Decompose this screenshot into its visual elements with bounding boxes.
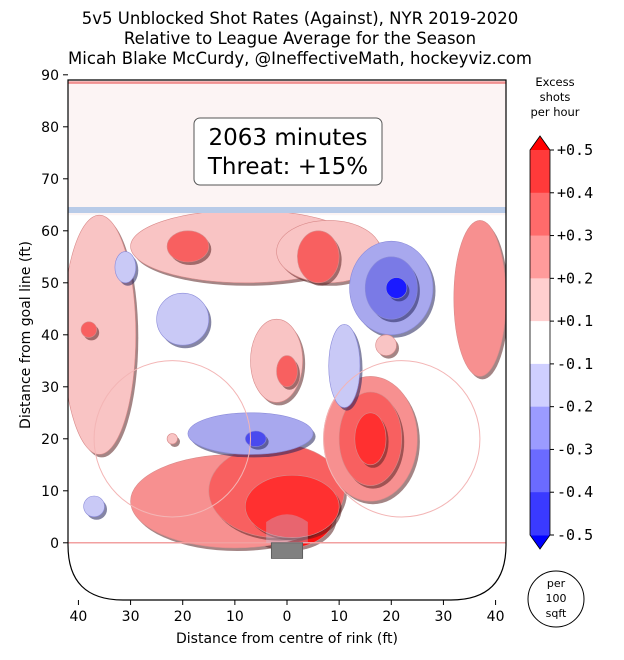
colorbar-tick-label: +0.2 (557, 269, 593, 287)
annotation-threat: Threat: +15% (207, 154, 368, 180)
goal-net (270, 542, 304, 559)
x-tick-label: 40 (70, 609, 88, 625)
faceoff-circle-right (323, 360, 481, 518)
x-tick-label: 20 (382, 609, 400, 625)
colorbar: Excess shots per hour +0.5 +0.4 +0.3 +0.2 +0… (527, 75, 593, 628)
y-tick-label: 40 (41, 328, 59, 344)
contour-blob-9 (166, 230, 212, 265)
chart-title-line-1: 5v5 Unblocked Shot Rates (Against), NYR … (82, 9, 518, 28)
colorbar-tick-label: -0.2 (557, 398, 593, 416)
x-axis-ticks: 40 30 20 10 0 10 20 30 40 (70, 600, 505, 625)
y-tick-label: 70 (41, 172, 59, 188)
y-tick-label: 20 (41, 432, 59, 448)
x-tick-label: 0 (283, 609, 292, 625)
y-tick-label: 50 (41, 276, 59, 292)
x-tick-label: 10 (330, 609, 348, 625)
y-axis-ticks: 0 10 20 30 40 50 60 70 80 90 (41, 68, 68, 552)
contour-blob-14 (276, 355, 300, 390)
x-axis-label: Distance from centre of rink (ft) (176, 631, 398, 647)
contour-blob-24 (375, 334, 400, 359)
y-axis-label: Distance from goal line (ft) (18, 241, 34, 429)
unit-line-3: sqft (546, 607, 567, 620)
contour-blob-3 (244, 474, 342, 541)
colorbar-tick-label: -0.4 (557, 483, 593, 501)
y-tick-label: 80 (41, 120, 59, 136)
colorbar-tick-label: -0.3 (557, 440, 593, 458)
colorbar-cell (530, 449, 550, 493)
colorbar-title-line-3: per hour (530, 105, 579, 119)
contour-blob-10 (297, 230, 342, 286)
colorbar-tick-label: +0.3 (557, 227, 593, 245)
colorbar-title-line-2: shots (540, 90, 571, 104)
colorbar-tick-label: +0.1 (557, 312, 593, 330)
colorbar-cell (530, 321, 550, 365)
contour-blob-22 (328, 324, 363, 411)
heatmap-contours (68, 80, 506, 551)
colorbar-cell (530, 150, 550, 194)
contour-blob-26 (166, 433, 181, 447)
contour-blob-12 (453, 220, 506, 380)
unit-circle (527, 570, 585, 628)
y-tick-label: 60 (41, 224, 59, 240)
contour-blob-6 (354, 412, 389, 468)
contour-blob-20 (156, 292, 212, 349)
goal-crease (266, 514, 308, 543)
x-tick-label: 10 (226, 609, 244, 625)
colorbar-cell (530, 363, 550, 408)
faceoff-circle-left (93, 360, 252, 518)
annotation-box: 2063 minutes Threat: +15% (193, 117, 383, 186)
x-tick-label: 30 (435, 609, 453, 625)
colorbar-bottom-arrow (530, 535, 550, 549)
chart-title-line-2: Relative to League Average for the Seaso… (124, 29, 476, 48)
unit-line-1: per (547, 577, 566, 590)
x-tick-label: 20 (174, 609, 192, 625)
x-tick-label: 40 (487, 609, 505, 625)
annotation-minutes: 2063 minutes (209, 125, 368, 151)
contour-blob-21 (114, 251, 139, 286)
rink-markings (67, 79, 507, 601)
unit-line-2: 100 (546, 592, 567, 605)
x-tick-label: 30 (122, 609, 140, 625)
colorbar-tick-label: +0.4 (557, 184, 593, 202)
chart-title-line-3: Micah Blake McCurdy, @IneffectiveMath, h… (68, 49, 532, 68)
y-tick-label: 10 (41, 484, 59, 500)
colorbar-tick-label: -0.5 (557, 526, 593, 544)
colorbar-cell (530, 192, 550, 237)
colorbar-cell (530, 406, 550, 450)
colorbar-tick-label: -0.1 (557, 355, 593, 373)
colorbar-cell (530, 492, 550, 536)
y-tick-label: 30 (41, 380, 59, 396)
colorbar-cell (530, 278, 550, 322)
colorbar-tick-label: +0.5 (557, 141, 593, 159)
y-tick-label: 90 (41, 68, 59, 84)
contour-blob-17 (385, 277, 410, 302)
colorbar-top-arrow (530, 136, 550, 150)
colorbar-cell (530, 235, 550, 279)
colorbar-title-line-1: Excess (535, 75, 574, 89)
contour-blob-25 (80, 321, 100, 341)
y-tick-label: 0 (50, 536, 59, 552)
contour-blob-23 (83, 495, 107, 520)
rink-boards (67, 79, 507, 601)
